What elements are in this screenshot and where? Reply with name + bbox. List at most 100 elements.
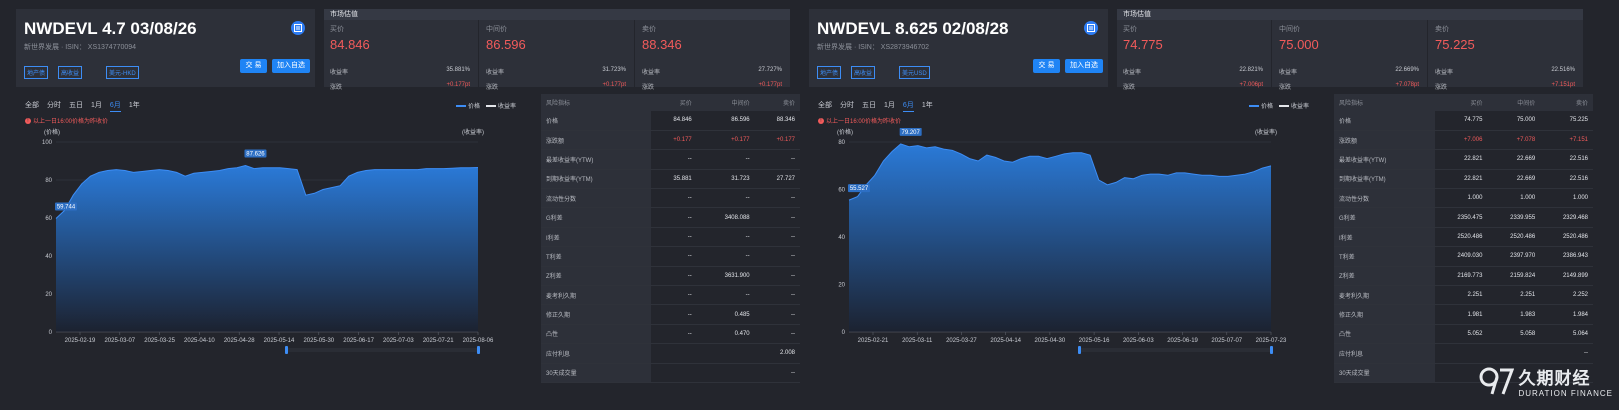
period-tab[interactable]: 分时 bbox=[840, 102, 854, 109]
risk-row: 价格 84.846 86.596 88.346 bbox=[541, 111, 800, 131]
x-tick-label: 2025-04-30 bbox=[1035, 338, 1066, 344]
y-tick-label: 40 bbox=[838, 235, 845, 241]
chart-legend: 价格 收益率 bbox=[1249, 101, 1309, 110]
legend-item[interactable]: 价格 bbox=[456, 101, 480, 110]
risk-metric-value bbox=[1434, 363, 1488, 383]
period-tab[interactable]: 1年 bbox=[921, 102, 933, 109]
period-tabs: 全部 分时 五日 1月 6月 1年 bbox=[818, 100, 933, 112]
brand-name-en: DURATION FINANCE bbox=[1518, 389, 1613, 398]
add-watchlist-button[interactable]: 加入自选 bbox=[272, 59, 310, 73]
risk-metric-value: 5.064 bbox=[1540, 324, 1593, 345]
bond-tag[interactable]: 高收益 bbox=[851, 66, 876, 79]
risk-metric-value: -- bbox=[696, 227, 755, 248]
risk-header-cell: 风险指标 bbox=[1334, 94, 1435, 111]
range-slider-left-handle[interactable] bbox=[285, 346, 288, 354]
brand-logo-icon bbox=[1479, 367, 1515, 395]
period-tab[interactable]: 全部 bbox=[25, 102, 39, 109]
price-annotation: 59.744 bbox=[55, 202, 77, 211]
risk-row: I利差 -- -- -- bbox=[541, 227, 800, 248]
price-annotation: 87.626 bbox=[244, 149, 267, 158]
period-tab[interactable]: 1年 bbox=[128, 102, 140, 109]
risk-row: 30天成交量 -- bbox=[541, 363, 800, 383]
add-watchlist-button[interactable]: 加入自选 bbox=[1065, 59, 1103, 73]
calculator-icon[interactable] bbox=[291, 21, 305, 35]
risk-row: 最差收益率(YTW) -- -- -- bbox=[541, 149, 800, 170]
price-value: 75.000 bbox=[1279, 37, 1319, 52]
risk-header-cell: 中间价 bbox=[1487, 94, 1541, 111]
risk-row: T利差 -- -- -- bbox=[541, 246, 800, 267]
risk-table-header: 风险指标 买价 中间价 卖价 bbox=[1334, 94, 1593, 111]
price-value: 75.225 bbox=[1435, 37, 1475, 52]
range-slider-track[interactable] bbox=[288, 348, 478, 352]
bond-tag[interactable]: 地产债 bbox=[817, 66, 842, 79]
risk-metric-name: 凸性 bbox=[541, 324, 652, 345]
period-tab[interactable]: 6月 bbox=[902, 100, 914, 112]
yield-label: 收益率 bbox=[642, 70, 661, 76]
risk-metric-name: 修正久期 bbox=[541, 304, 652, 325]
risk-metric-name: Z利差 bbox=[1334, 266, 1435, 287]
yield-label: 收益率 bbox=[1123, 70, 1142, 76]
x-tick-label: 2025-04-28 bbox=[224, 338, 255, 344]
trade-button[interactable]: 交 易 bbox=[240, 59, 267, 73]
period-tab[interactable]: 全部 bbox=[818, 102, 832, 109]
range-slider-right-handle[interactable] bbox=[477, 346, 480, 354]
period-tab[interactable]: 五日 bbox=[862, 102, 876, 109]
bond-title: NWDEVL 4.7 03/08/26 bbox=[24, 19, 197, 38]
risk-metric-value: 0.485 bbox=[696, 304, 755, 325]
bond-tag[interactable]: 高收益 bbox=[58, 66, 83, 79]
annotation-text: 55.527 bbox=[850, 186, 869, 192]
risk-metric-name: T利差 bbox=[541, 246, 652, 267]
y-tick-label: 0 bbox=[842, 330, 846, 336]
range-slider-left-handle[interactable] bbox=[1078, 346, 1081, 354]
note-text: 以上一日16:00价格为昨收价 bbox=[826, 119, 902, 125]
legend-item[interactable]: 收益率 bbox=[486, 101, 516, 110]
period-tab[interactable]: 6月 bbox=[109, 100, 121, 112]
price-label: 买价 bbox=[330, 26, 344, 33]
period-tab[interactable]: 五日 bbox=[69, 102, 83, 109]
legend-label: 收益率 bbox=[1291, 104, 1310, 110]
risk-row: 30天成交量 -- bbox=[1334, 363, 1593, 383]
risk-metric-name: 修正久期 bbox=[1334, 304, 1435, 325]
y-tick-label: 0 bbox=[49, 330, 53, 336]
period-tab[interactable]: 1月 bbox=[91, 102, 102, 109]
risk-row: T利差 2409.030 2397.970 2386.943 bbox=[1334, 246, 1593, 267]
range-slider-track[interactable] bbox=[1081, 348, 1271, 352]
risk-metric-value: 3631.900 bbox=[696, 266, 755, 287]
risk-row: 最差收益率(YTW) 22.821 22.669 22.516 bbox=[1334, 149, 1593, 170]
range-slider-right-handle[interactable] bbox=[1270, 346, 1273, 354]
legend-label: 收益率 bbox=[498, 104, 517, 110]
bond-tag[interactable]: 美元-HKD bbox=[106, 66, 139, 79]
x-tick-label: 2025-02-21 bbox=[858, 338, 889, 344]
bond-tag[interactable]: 美元USD bbox=[899, 66, 930, 79]
risk-metric-name: 应付利息 bbox=[1334, 343, 1435, 364]
price-area bbox=[849, 143, 1271, 332]
risk-metric-name: 麦考利久期 bbox=[1334, 285, 1435, 306]
trade-button[interactable]: 交 易 bbox=[1033, 59, 1060, 73]
risk-metric-value: +0.177 bbox=[754, 130, 800, 151]
legend-item[interactable]: 价格 bbox=[1249, 101, 1273, 110]
price-label: 卖价 bbox=[642, 26, 656, 33]
risk-metric-value: -- bbox=[754, 285, 800, 306]
bond-tag[interactable]: 地产债 bbox=[24, 66, 49, 79]
price-annotation: 79.207 bbox=[899, 127, 922, 136]
y-tick-label: 80 bbox=[45, 178, 52, 184]
risk-metric-value: -- bbox=[696, 285, 755, 306]
risk-row: 凸性 5.052 5.058 5.064 bbox=[1334, 324, 1593, 345]
yield-label: 收益率 bbox=[486, 70, 505, 76]
market-valuation-header: 市场估值 bbox=[324, 9, 790, 20]
risk-metric-value: 2520.486 bbox=[1540, 227, 1593, 248]
period-tab[interactable]: 1月 bbox=[884, 102, 895, 109]
risk-metric-value: -- bbox=[754, 246, 800, 267]
risk-metric-name: Z利差 bbox=[541, 266, 652, 287]
calculator-icon[interactable] bbox=[1084, 21, 1098, 35]
risk-metric-name: 涨跌额 bbox=[541, 130, 652, 151]
price-chart-svg: (价格) (收益率) 0 20 40 60 80 100 59.744 87.626 2025-02… bbox=[42, 128, 494, 354]
legend-item[interactable]: 收益率 bbox=[1279, 101, 1309, 110]
x-tick-label: 2025-06-17 bbox=[343, 338, 374, 344]
risk-table: 风险指标 买价 中间价 卖价 价格 84.846 86.596 88.346 涨跌额 +0.177… bbox=[541, 94, 800, 383]
risk-metric-value: 1.000 bbox=[1540, 188, 1593, 209]
period-tab[interactable]: 分时 bbox=[47, 102, 61, 109]
risk-metric-value: +7.078 bbox=[1487, 130, 1541, 151]
risk-metric-name: 最差收益率(YTW) bbox=[1334, 149, 1435, 170]
change-label: 涨跌 bbox=[486, 85, 499, 91]
